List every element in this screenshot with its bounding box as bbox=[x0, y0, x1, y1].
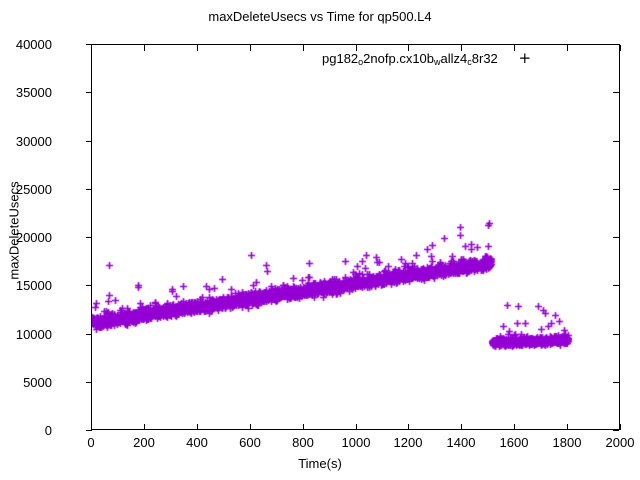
y-tick-mark bbox=[86, 237, 92, 238]
y-tick-mark bbox=[86, 334, 92, 335]
y-tick-mark-right bbox=[613, 334, 619, 335]
x-tick-label: 0 bbox=[87, 435, 95, 450]
y-tick-mark-right bbox=[613, 141, 619, 142]
legend-label-subscript: w bbox=[434, 56, 441, 67]
y-tick-mark-right bbox=[613, 285, 619, 286]
y-tick-mark-right bbox=[613, 92, 619, 93]
x-tick-mark-top bbox=[461, 45, 462, 51]
y-tick-mark bbox=[86, 189, 92, 190]
y-tick-mark-right bbox=[613, 189, 619, 190]
x-tick-mark bbox=[514, 424, 515, 430]
x-tick-mark-top bbox=[567, 45, 568, 51]
x-tick-mark bbox=[303, 424, 304, 430]
legend-series-label: pg182o2nofp.cx10bwallz4c8r32 bbox=[322, 50, 498, 67]
x-tick-label: 400 bbox=[186, 435, 208, 450]
y-tick-mark-right bbox=[613, 237, 619, 238]
x-tick-label: 600 bbox=[239, 435, 261, 450]
y-axis-label: maxDeleteUsecs bbox=[6, 181, 22, 280]
legend-label-subscript: c bbox=[467, 56, 472, 67]
y-tick-mark bbox=[86, 382, 92, 383]
legend-label-part: 2nofp.cx10b bbox=[363, 50, 435, 66]
y-tick-label: 35000 bbox=[15, 85, 52, 100]
x-tick-label: 1800 bbox=[552, 435, 582, 450]
y-tick-mark bbox=[86, 44, 92, 45]
y-tick-mark bbox=[86, 285, 92, 286]
y-tick-mark bbox=[86, 92, 92, 93]
chart-title: maxDeleteUsecs vs Time for qp500.L4 bbox=[208, 9, 432, 24]
x-tick-mark bbox=[567, 424, 568, 430]
y-tick-label: 15000 bbox=[15, 278, 52, 293]
x-tick-mark bbox=[620, 424, 621, 430]
x-tick-label: 2000 bbox=[605, 435, 635, 450]
x-tick-label: 1600 bbox=[499, 435, 529, 450]
y-tick-mark-right bbox=[613, 382, 619, 383]
x-tick-mark-top bbox=[303, 45, 304, 51]
x-tick-mark-top bbox=[197, 45, 198, 51]
x-tick-mark bbox=[461, 424, 462, 430]
x-tick-label: 1400 bbox=[446, 435, 476, 450]
x-tick-mark bbox=[197, 424, 198, 430]
x-tick-label: 1200 bbox=[393, 435, 423, 450]
x-tick-label: 1000 bbox=[341, 435, 371, 450]
x-tick-label: 800 bbox=[292, 435, 314, 450]
x-tick-mark-top bbox=[620, 45, 621, 51]
x-tick-mark-top bbox=[144, 45, 145, 51]
x-tick-mark-top bbox=[356, 45, 357, 51]
y-tick-label: 25000 bbox=[15, 182, 52, 197]
y-tick-label: 40000 bbox=[15, 37, 52, 52]
y-tick-label: 0 bbox=[44, 423, 52, 438]
x-tick-mark bbox=[356, 424, 357, 430]
legend: pg182o2nofp.cx10bwallz4c8r32 + bbox=[322, 49, 552, 67]
legend-label-part: 8r32 bbox=[471, 50, 498, 66]
y-tick-mark bbox=[86, 141, 92, 142]
x-tick-mark-top bbox=[91, 45, 92, 51]
x-tick-mark bbox=[144, 424, 145, 430]
scatter-data-layer bbox=[92, 45, 619, 429]
y-tick-label: 30000 bbox=[15, 134, 52, 149]
y-tick-mark bbox=[86, 430, 92, 431]
x-tick-mark-top bbox=[514, 45, 515, 51]
x-axis-label: Time(s) bbox=[298, 456, 342, 471]
y-tick-label: 5000 bbox=[23, 375, 52, 390]
legend-label-part: allz4 bbox=[440, 50, 468, 66]
x-tick-mark bbox=[408, 424, 409, 430]
y-tick-mark-right bbox=[613, 44, 619, 45]
x-tick-mark-top bbox=[250, 45, 251, 51]
legend-label-subscript: o bbox=[358, 56, 364, 67]
legend-marker-sample: + bbox=[518, 48, 532, 67]
x-tick-mark-top bbox=[408, 45, 409, 51]
y-tick-mark-right bbox=[613, 430, 619, 431]
plot-area bbox=[91, 44, 620, 430]
legend-label-part: pg182 bbox=[322, 50, 359, 66]
y-tick-label: 20000 bbox=[15, 230, 52, 245]
x-tick-mark bbox=[250, 424, 251, 430]
x-tick-mark bbox=[91, 424, 92, 430]
y-tick-label: 10000 bbox=[15, 327, 52, 342]
x-tick-label: 200 bbox=[133, 435, 155, 450]
